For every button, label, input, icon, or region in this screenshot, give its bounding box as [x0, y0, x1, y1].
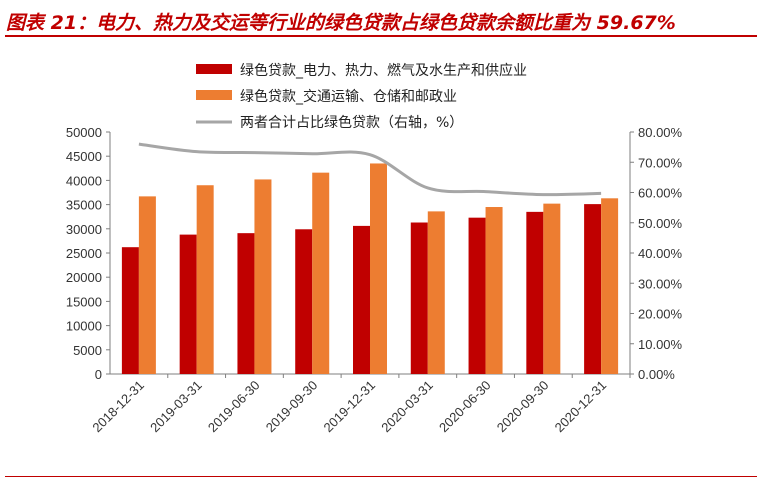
legend-label-series2: 绿色贷款_交通运输、仓储和邮政业	[240, 88, 457, 105]
right-tick-label: 20.00%	[638, 307, 683, 322]
x-axis-labels: 2018-12-31 2019-03-31 2019-06-30 2019-09-30…	[89, 374, 631, 436]
legend-swatch-series2	[196, 90, 232, 100]
right-tick-label: 30.00%	[638, 276, 683, 291]
right-tick-label: 0.00%	[638, 367, 675, 382]
bar-series2	[138, 196, 156, 374]
x-tick-label: 2020-12-31	[552, 378, 610, 436]
bar-series1	[584, 204, 602, 374]
right-tick-label: 60.00%	[638, 186, 683, 201]
bar-series2	[196, 185, 214, 374]
left-tick-label: 45000	[66, 149, 102, 164]
left-tick-label: 40000	[66, 173, 102, 188]
bar-series1	[121, 247, 139, 374]
ratio-line	[138, 142, 602, 197]
right-tick-label: 10.00%	[638, 337, 683, 352]
bar-series2	[370, 163, 387, 374]
x-tick-label: 2020-03-31	[378, 378, 436, 436]
bar-series1	[526, 211, 544, 374]
bar-series2	[427, 211, 445, 374]
bar-series2	[543, 203, 561, 374]
chart-title: 图表 21：电力、热力及交运等行业的绿色贷款占绿色贷款余额比重为 59.67%	[6, 12, 676, 34]
left-tick-label: 30000	[66, 222, 102, 237]
left-tick-label: 10000	[66, 319, 102, 334]
bar-series2	[601, 198, 619, 374]
right-tick-label: 40.00%	[638, 246, 683, 261]
x-tick-label: 2019-12-31	[320, 378, 378, 436]
bar-series1	[295, 229, 313, 374]
left-tick-label: 25000	[66, 246, 102, 261]
bar-series2	[312, 172, 330, 374]
x-tick-label: 2020-06-30	[436, 378, 494, 436]
x-tick-label: 2020-09-30	[494, 378, 552, 436]
left-tick-label: 0	[95, 367, 102, 382]
bar-series2	[254, 179, 272, 374]
legend-label-series1: 绿色贷款_电力、热力、燃气及水生产和供应业	[240, 62, 527, 79]
left-tick-label: 15000	[66, 294, 102, 309]
left-tick-label: 50000	[66, 125, 102, 140]
bar-series1	[353, 225, 370, 374]
right-tick-label: 80.00%	[638, 125, 683, 140]
legend-label-line: 两者合计占比绿色贷款（右轴，%）	[240, 114, 463, 131]
left-tick-label: 20000	[66, 270, 102, 285]
bars	[121, 163, 619, 374]
right-tick-label: 70.00%	[638, 155, 683, 170]
bar-series1	[468, 217, 486, 374]
left-tick-label: 35000	[66, 198, 102, 213]
title-rule	[5, 35, 757, 37]
right-tick-label: 50.00%	[638, 216, 683, 231]
legend: 绿色贷款_电力、热力、燃气及水生产和供应业 绿色贷款_交通运输、仓储和邮政业 两…	[196, 62, 527, 131]
bar-series2	[485, 207, 503, 374]
x-tick-label: 2019-06-30	[205, 378, 263, 436]
bar-series1	[237, 233, 255, 374]
legend-swatch-series1	[196, 64, 232, 74]
bar-series1	[179, 234, 197, 374]
bar-series1	[410, 222, 428, 374]
x-tick-label: 2019-09-30	[263, 378, 321, 436]
footer-rule	[5, 476, 757, 477]
ratio-line-path	[138, 142, 602, 197]
x-tick-label: 2019-03-31	[147, 378, 205, 436]
x-tick-label: 2018-12-31	[89, 378, 147, 436]
left-tick-label: 5000	[73, 343, 102, 358]
